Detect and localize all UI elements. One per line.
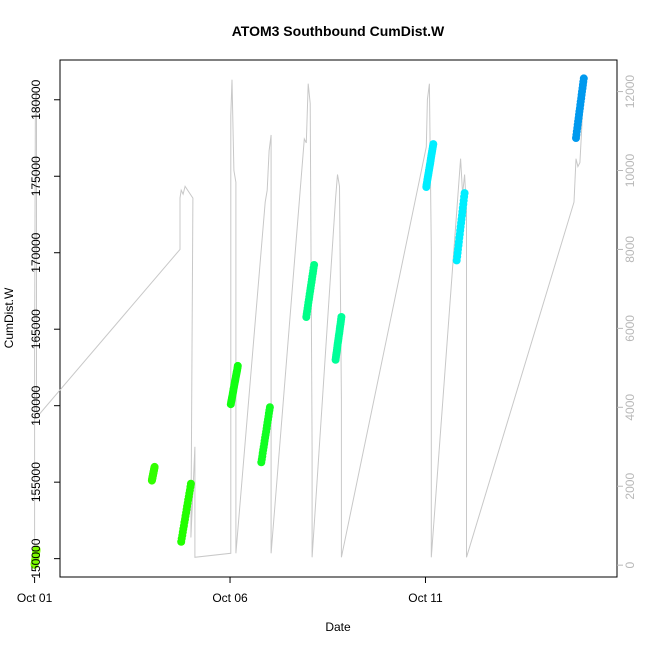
point-series-0	[30, 545, 41, 569]
data-point	[310, 261, 319, 269]
point-series-2	[177, 479, 195, 546]
y2-tick-label: 10000	[623, 153, 637, 187]
y-axis-label: CumDist.W	[2, 287, 16, 348]
y-tick-label: 160000	[29, 385, 43, 425]
y2-tick-label: 12000	[623, 75, 637, 109]
trace-layer	[34, 79, 585, 558]
data-point	[150, 462, 159, 471]
point-series-4	[257, 403, 274, 467]
y2-tick-label: 0	[623, 562, 637, 569]
x-tick-label: Oct 06	[212, 591, 248, 605]
x-axis-label: Date	[325, 620, 351, 634]
x-tick-label: Oct 01	[17, 591, 53, 605]
y-axis-left: 150000 155000 160000 165000 170000 175000 1800…	[29, 79, 60, 579]
plot-frame	[59, 59, 618, 578]
y-tick-label: 155000	[29, 462, 43, 502]
data-point	[579, 74, 588, 83]
point-series-7	[422, 140, 438, 191]
data-point	[265, 403, 274, 412]
y-tick-label: 175000	[29, 156, 43, 196]
x-axis: Oct 01 Oct 06 Oct 11	[17, 577, 443, 605]
point-series-1	[147, 462, 159, 485]
point-series-5	[302, 261, 319, 321]
y2-tick-label: 8000	[623, 236, 637, 263]
y-tick-label: 170000	[29, 232, 43, 272]
data-point	[233, 361, 242, 370]
data-point	[337, 313, 346, 321]
y-tick-label: 150000	[29, 538, 43, 578]
data-point	[429, 140, 438, 149]
point-series-6	[331, 313, 346, 364]
point-series-8	[452, 189, 469, 265]
y-tick-label: 180000	[29, 79, 43, 119]
y2-tick-label: 4000	[623, 394, 637, 421]
x-tick-label: Oct 11	[408, 591, 443, 605]
y-axis-right: 0 2000 4000 6000 8000 10000 12000	[617, 75, 637, 569]
y2-tick-label: 2000	[623, 473, 637, 500]
y-tick-label: 165000	[29, 309, 43, 349]
chart-title: ATOM3 Southbound CumDist.W	[232, 23, 445, 39]
point-series-9	[572, 74, 588, 142]
data-point	[186, 479, 195, 488]
data-point	[32, 545, 41, 554]
y2-tick-label: 6000	[623, 315, 637, 342]
points-layer	[30, 74, 588, 569]
trace-line	[34, 79, 585, 558]
data-point	[460, 189, 469, 198]
point-series-3	[226, 361, 242, 409]
